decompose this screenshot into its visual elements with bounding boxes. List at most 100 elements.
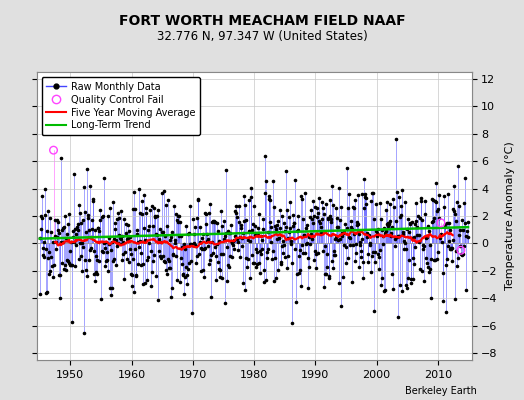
Point: [290, 220, 298, 226]
Point: [260, 152, 269, 159]
Point: [290, 220, 299, 226]
Point: [246, 194, 255, 200]
Point: [394, 314, 402, 320]
Point: [303, 254, 312, 261]
Point: [368, 249, 377, 255]
Point: [461, 220, 470, 226]
Point: [52, 234, 61, 240]
Point: [283, 252, 292, 259]
Point: [366, 268, 375, 275]
Point: [272, 275, 280, 282]
Point: [121, 276, 129, 282]
Point: [333, 224, 342, 230]
Point: [72, 231, 81, 238]
Point: [302, 222, 311, 228]
Point: [140, 192, 149, 198]
Point: [324, 216, 332, 222]
Point: [189, 241, 198, 247]
Point: [54, 230, 63, 236]
Point: [238, 235, 247, 241]
Point: [359, 259, 367, 265]
Point: [192, 243, 201, 250]
Point: [233, 214, 242, 220]
Point: [274, 217, 282, 224]
Point: [350, 230, 358, 237]
Point: [416, 266, 424, 272]
Point: [46, 215, 54, 222]
Point: [335, 280, 344, 286]
Point: [160, 258, 168, 264]
Point: [339, 274, 347, 280]
Point: [420, 277, 428, 284]
Point: [74, 255, 83, 262]
Point: [343, 204, 352, 211]
Point: [371, 258, 379, 265]
Point: [211, 219, 220, 226]
Point: [455, 202, 463, 209]
Point: [434, 206, 442, 212]
Point: [209, 217, 217, 224]
Point: [49, 147, 58, 153]
Point: [68, 318, 76, 325]
Point: [323, 250, 331, 257]
Point: [225, 230, 233, 236]
Point: [98, 214, 106, 220]
Point: [78, 240, 86, 246]
Point: [280, 242, 288, 248]
Point: [74, 227, 82, 233]
Point: [282, 168, 290, 174]
Point: [296, 246, 304, 253]
Point: [161, 202, 170, 209]
Point: [450, 183, 458, 189]
Point: [331, 252, 340, 259]
Point: [41, 212, 50, 218]
Point: [353, 222, 362, 228]
Point: [238, 243, 246, 250]
Point: [97, 247, 106, 254]
Point: [216, 267, 225, 273]
Point: [280, 220, 288, 226]
Point: [388, 224, 397, 231]
Point: [259, 216, 267, 222]
Point: [419, 242, 428, 249]
Point: [80, 330, 89, 336]
Point: [351, 197, 359, 203]
Point: [295, 270, 303, 276]
Point: [298, 196, 307, 202]
Point: [407, 280, 416, 286]
Point: [159, 229, 168, 236]
Point: [273, 222, 281, 228]
Point: [378, 240, 387, 247]
Point: [232, 210, 240, 216]
Point: [459, 251, 467, 257]
Point: [204, 236, 212, 242]
Point: [102, 249, 111, 255]
Point: [167, 293, 175, 300]
Point: [244, 256, 252, 262]
Point: [297, 192, 305, 199]
Point: [88, 216, 96, 223]
Point: [62, 235, 71, 242]
Point: [149, 258, 157, 264]
Point: [389, 286, 398, 292]
Point: [425, 242, 434, 248]
Point: [191, 241, 199, 248]
Point: [63, 221, 72, 227]
Point: [215, 266, 224, 272]
Point: [65, 260, 73, 266]
Point: [460, 200, 468, 206]
Point: [250, 231, 259, 238]
Point: [185, 241, 194, 248]
Point: [152, 232, 161, 239]
Point: [162, 271, 171, 277]
Point: [326, 197, 334, 204]
Point: [337, 204, 345, 210]
Point: [357, 254, 365, 260]
Point: [232, 203, 241, 210]
Point: [118, 232, 126, 239]
Point: [452, 248, 460, 254]
Point: [249, 260, 258, 266]
Point: [107, 239, 116, 246]
Point: [79, 244, 88, 251]
Point: [54, 227, 62, 233]
